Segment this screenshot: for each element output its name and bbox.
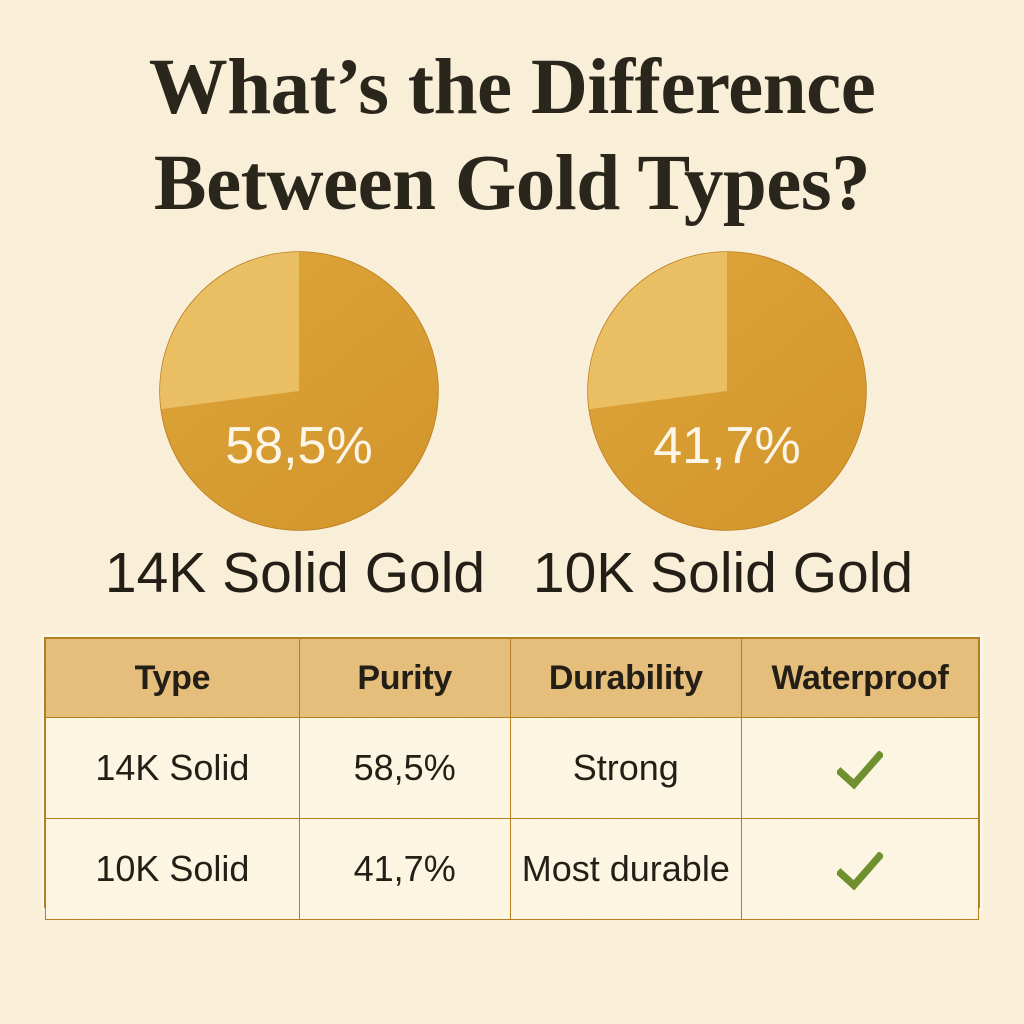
svg-text:41,7%: 41,7% xyxy=(653,417,800,475)
svg-text:58,5%: 58,5% xyxy=(225,417,372,475)
